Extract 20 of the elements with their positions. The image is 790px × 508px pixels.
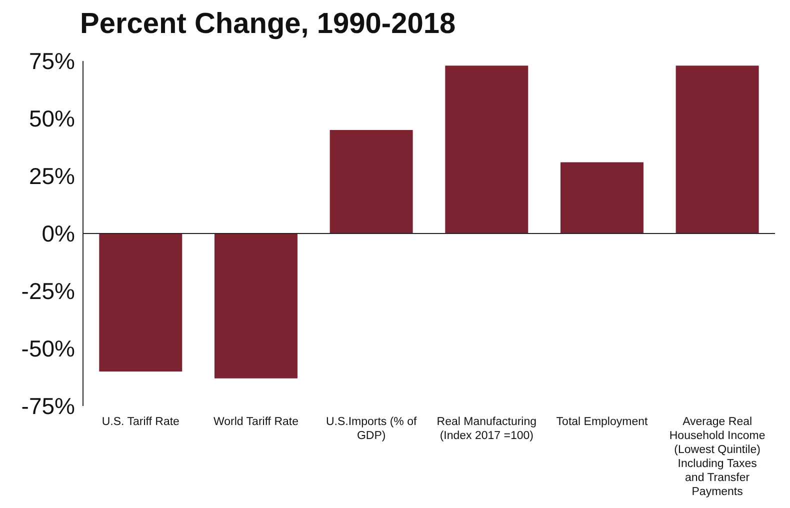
bar — [99, 234, 182, 372]
bar — [330, 130, 413, 234]
bar — [560, 162, 644, 234]
y-tick-label: -25% — [21, 278, 75, 304]
y-tick-label: 50% — [28, 106, 75, 132]
x-tick-label: U.S.Imports (% of GDP) — [326, 416, 418, 442]
y-tick-label: -75% — [21, 393, 75, 420]
y-tick-label: 75% — [28, 48, 75, 74]
y-tick-label: 25% — [28, 163, 75, 190]
bar — [214, 234, 298, 378]
y-tick-label: -50% — [21, 336, 75, 362]
x-tick-label: Average Real Household Income (Lowest Quintile) Including Taxes and Transfer Payments — [669, 416, 766, 498]
y-tick-label: 0% — [42, 220, 75, 247]
x-tick-label: Real Manufacturing (Index 2017 =100) — [436, 416, 537, 442]
chart-title: Percent Change, 1990-2018 — [80, 8, 456, 41]
bar — [445, 66, 528, 234]
x-tick-label: U.S. Tariff Rate — [102, 416, 180, 428]
x-tick-label: Total Employment — [556, 416, 648, 428]
bar — [676, 66, 759, 234]
x-tick-label: World Tariff Rate — [213, 416, 299, 428]
